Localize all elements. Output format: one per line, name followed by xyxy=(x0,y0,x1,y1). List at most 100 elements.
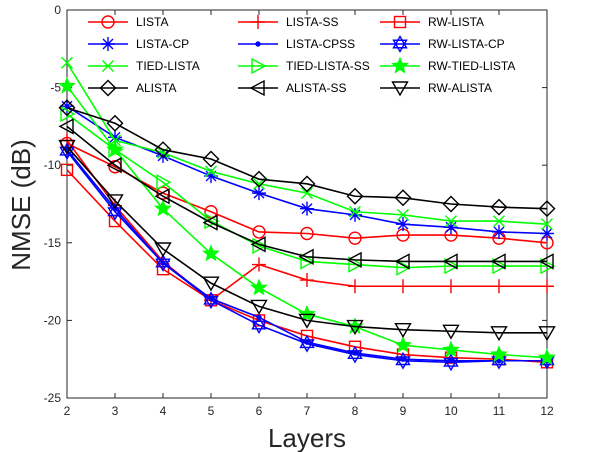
data-point-rw-tied-lista xyxy=(154,199,172,217)
data-point-lista-cp xyxy=(444,220,458,235)
data-point-alista-ss xyxy=(346,251,362,269)
legend-entry-tied-lista: TIED-LISTA xyxy=(88,59,200,73)
series-line-lista xyxy=(66,142,548,244)
data-point-alista xyxy=(106,114,124,132)
data-point-lista-cp xyxy=(300,201,314,216)
data-point-lista-cp xyxy=(348,207,362,222)
data-point-lista-cp xyxy=(156,148,170,163)
data-point-alista-ss xyxy=(154,188,170,205)
legend-entry-rw-lista-cp: RW-LISTA-CP xyxy=(380,35,505,53)
data-point-lista xyxy=(348,231,362,245)
data-point-rw-alista xyxy=(58,139,76,155)
data-point-lista-ss xyxy=(300,273,314,288)
data-point-lista-ss xyxy=(444,279,458,294)
data-point-lista-ss xyxy=(540,279,554,294)
data-point-rw-alista xyxy=(490,326,508,342)
x-tick-label: 2 xyxy=(64,404,71,418)
x-tick-label: 8 xyxy=(352,404,359,418)
legend-label: LISTA-SS xyxy=(286,15,338,29)
legend-marker xyxy=(102,60,114,72)
data-point-tied-lista xyxy=(61,56,73,69)
data-point-lista-cp xyxy=(108,130,122,145)
x-tick-label: 12 xyxy=(540,404,554,418)
legend-entry-rw-tied-lista: RW-TIED-LISTA xyxy=(380,56,515,74)
x-axis-title: Layers xyxy=(268,423,346,452)
data-point-rw-alista xyxy=(154,242,172,258)
x-tick-label: 4 xyxy=(160,404,167,418)
x-tick-label: 9 xyxy=(400,404,407,418)
data-point-rw-lista-cp xyxy=(299,334,315,353)
data-point-tied-lista xyxy=(349,205,361,218)
y-tick-label: -10 xyxy=(44,158,62,172)
data-point-tied-lista-ss xyxy=(252,237,268,255)
data-point-rw-lista-cp xyxy=(395,351,411,370)
legend-label: RW-ALISTA xyxy=(428,81,492,95)
data-point-alista xyxy=(538,200,556,218)
data-point-lista-cp xyxy=(492,224,506,239)
series-line-alista xyxy=(66,107,548,210)
x-axis-ticks: 2 3 4 5 6 7 8 9 10 11 12 xyxy=(64,10,554,418)
legend-marker xyxy=(101,15,115,29)
data-point-tied-lista-ss xyxy=(204,212,220,230)
data-point-rw-alista xyxy=(346,319,364,336)
data-point-tied-lista xyxy=(445,215,457,228)
data-point-rw-tied-lista xyxy=(298,304,316,322)
data-point-alista-ss xyxy=(442,253,458,270)
legend-label: RW-LISTA-CP xyxy=(428,37,505,51)
legend-marker xyxy=(391,56,409,74)
data-point-alista xyxy=(442,195,460,213)
series-line-rw-lista-cp xyxy=(66,150,547,364)
data-point-rw-tied-lista xyxy=(538,348,556,366)
data-point-rw-tied-lista xyxy=(250,278,268,296)
data-point-alista xyxy=(250,170,268,188)
data-point-rw-tied-lista xyxy=(106,140,124,158)
series-line-tied-lista-ss xyxy=(66,113,547,269)
legend-marker xyxy=(99,79,117,97)
data-point-rw-lista-cp xyxy=(155,254,171,272)
data-point-lista-cp xyxy=(396,217,410,232)
data-point-lista-cp xyxy=(540,226,554,241)
data-point-rw-alista xyxy=(202,276,220,292)
data-point-lista-ss xyxy=(492,279,506,294)
data-point-tied-lista-ss xyxy=(348,256,364,273)
data-point-rw-alista xyxy=(394,323,412,339)
series-alista-ss xyxy=(58,118,554,270)
data-point-rw-lista xyxy=(60,163,74,177)
legend-label: LISTA-CPSS xyxy=(286,37,355,51)
series-layer xyxy=(58,56,556,372)
x-tick-label: 10 xyxy=(444,404,458,418)
legend-label: ALISTA-SS xyxy=(286,81,346,95)
legend-entry-rw-alista: RW-ALISTA xyxy=(380,81,492,97)
legend: LISTA LISTA-SS RW-LISTA LISTA-CP LISTA-CPSS R… xyxy=(88,15,515,97)
y-tick-label: -5 xyxy=(50,81,61,95)
data-point-rw-lista-cp xyxy=(347,345,363,364)
legend-entry-lista-cpss: LISTA-CPSS xyxy=(238,37,355,51)
series-tied-lista-ss xyxy=(60,105,556,276)
data-point-rw-lista-cp xyxy=(443,353,459,372)
data-point-alista-ss xyxy=(394,253,410,270)
data-point-rw-alista xyxy=(298,313,316,329)
x-tick-label: 7 xyxy=(304,404,311,418)
data-point-rw-alista xyxy=(538,326,556,342)
legend-label: RW-LISTA xyxy=(428,15,484,29)
x-tick-label: 6 xyxy=(256,404,263,418)
data-point-alista-ss xyxy=(106,157,122,174)
x-tick-label: 3 xyxy=(112,404,119,418)
legend-entry-alista: ALISTA xyxy=(88,79,176,97)
y-axis-title: NMSE (dB) xyxy=(6,139,36,270)
data-point-lista-ss xyxy=(348,279,362,294)
series-alista xyxy=(58,99,556,218)
legend-marker xyxy=(391,81,409,97)
data-point-rw-tied-lista xyxy=(202,244,220,262)
data-point-alista xyxy=(490,198,508,216)
data-point-rw-tied-lista xyxy=(58,76,76,94)
data-point-tied-lista-ss xyxy=(444,257,460,275)
data-point-tied-lista-ss xyxy=(300,253,316,270)
data-point-tied-lista-ss xyxy=(540,257,556,275)
legend-entry-rw-lista: RW-LISTA xyxy=(380,15,484,29)
legend-entry-lista-cp: LISTA-CP xyxy=(88,37,189,51)
data-point-tied-lista-ss xyxy=(156,174,172,191)
data-point-alista xyxy=(58,99,76,117)
data-point-tied-lista-ss xyxy=(492,257,508,275)
y-tick-label: 0 xyxy=(54,3,61,17)
